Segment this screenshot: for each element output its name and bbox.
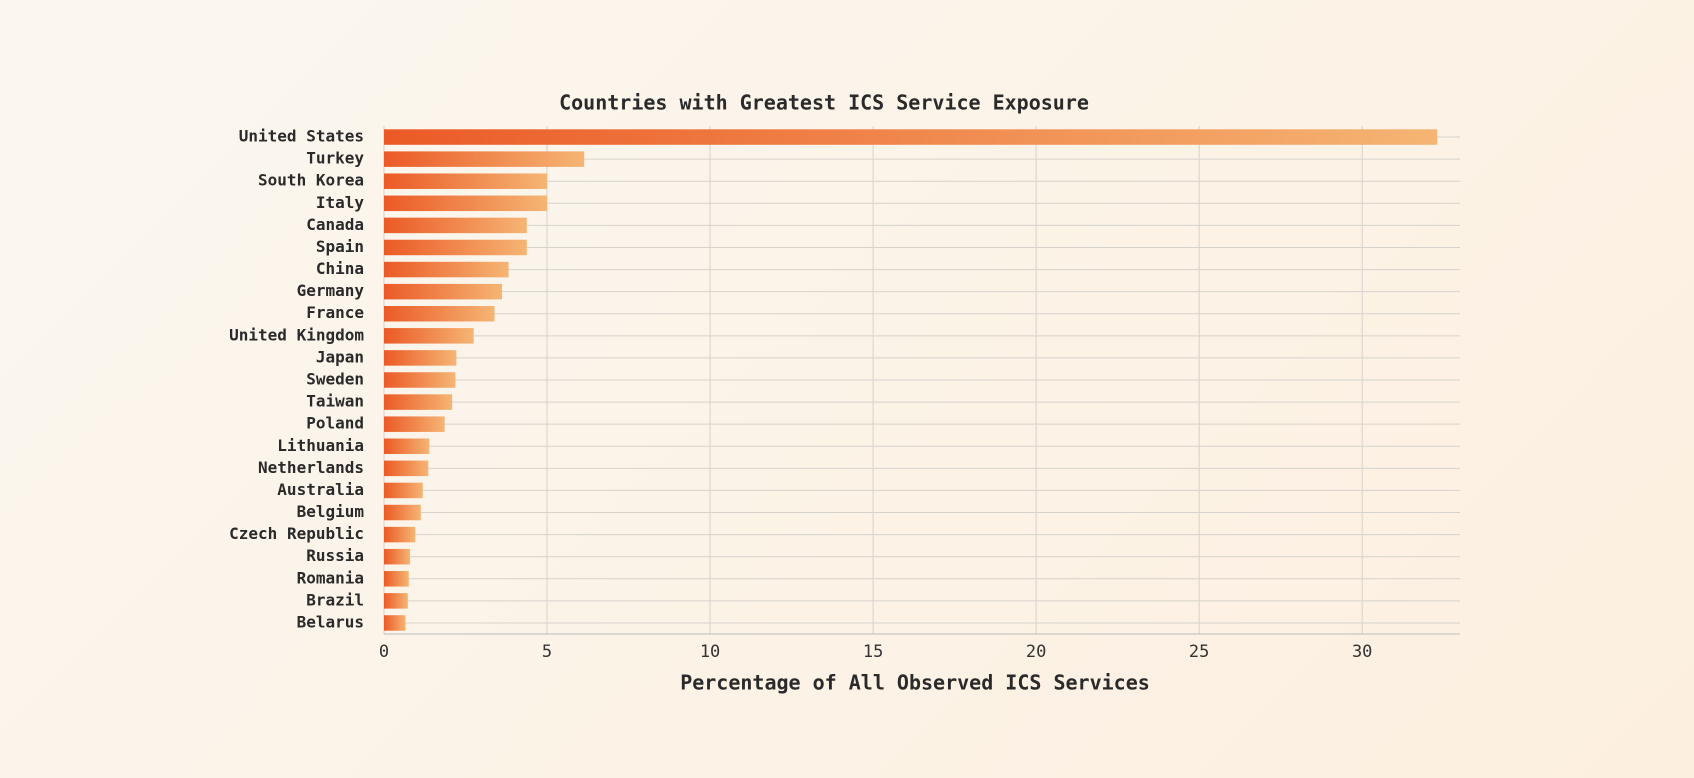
- x-tick-label: 20: [1026, 642, 1046, 662]
- y-tick-label: Japan: [316, 347, 364, 366]
- bar: [384, 328, 474, 344]
- bar: [384, 350, 457, 366]
- y-tick-label: Romania: [297, 568, 364, 587]
- bar: [384, 305, 495, 322]
- bar: [384, 438, 430, 455]
- y-tick-label: South Korea: [258, 171, 364, 190]
- x-tick-label: 10: [700, 642, 720, 662]
- y-tick-label: Italy: [316, 193, 365, 212]
- bar: [384, 615, 406, 631]
- y-tick-label: Netherlands: [258, 458, 364, 477]
- y-tick-label: United States: [239, 127, 364, 146]
- bar: [384, 239, 527, 256]
- y-tick-label: Australia: [277, 480, 364, 499]
- bar: [384, 261, 509, 278]
- y-tick-label: France: [306, 303, 364, 322]
- bar: [384, 548, 411, 565]
- y-tick-label: Czech Republic: [229, 524, 364, 543]
- bar: [384, 217, 527, 234]
- y-tick-label: Belarus: [297, 612, 364, 631]
- bar: [384, 593, 408, 609]
- bar: [384, 173, 548, 189]
- bar: [384, 460, 429, 477]
- x-tick-label: 15: [863, 642, 883, 662]
- bar: [384, 195, 548, 212]
- x-tick-label: 25: [1189, 642, 1209, 662]
- bar: [384, 482, 423, 499]
- y-tick-label: Russia: [306, 546, 364, 565]
- y-tick-label: Brazil: [306, 590, 364, 609]
- y-tick-label: Lithuania: [277, 436, 364, 455]
- bar: [384, 129, 1438, 145]
- bar: [384, 416, 445, 432]
- x-tick-label: 0: [379, 642, 389, 662]
- bar: [384, 526, 416, 543]
- y-tick-label: China: [316, 259, 364, 278]
- bar: [384, 394, 453, 410]
- bar: [384, 151, 585, 167]
- x-tick-label: 30: [1352, 642, 1372, 662]
- bar: [384, 571, 409, 587]
- y-tick-label: United Kingdom: [229, 325, 364, 344]
- y-tick-label: Sweden: [306, 370, 364, 389]
- x-tick-label: 5: [542, 642, 552, 662]
- y-tick-label: Belgium: [297, 502, 365, 521]
- y-tick-label: Spain: [316, 237, 364, 256]
- chart-title: Countries with Greatest ICS Service Expo…: [559, 91, 1089, 115]
- bar: [384, 372, 456, 388]
- y-tick-label: Germany: [297, 281, 365, 300]
- y-tick-label: Taiwan: [306, 392, 364, 411]
- y-tick-label: Poland: [306, 414, 364, 433]
- bar: [384, 283, 503, 300]
- x-axis-title: Percentage of All Observed ICS Services: [680, 671, 1150, 695]
- bar: [384, 504, 421, 521]
- y-tick-label: Turkey: [306, 149, 364, 168]
- y-tick-label: Canada: [306, 215, 364, 234]
